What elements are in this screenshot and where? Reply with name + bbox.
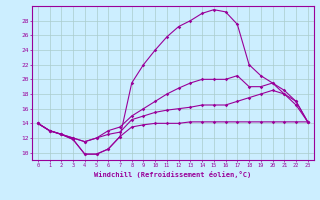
X-axis label: Windchill (Refroidissement éolien,°C): Windchill (Refroidissement éolien,°C) (94, 171, 252, 178)
